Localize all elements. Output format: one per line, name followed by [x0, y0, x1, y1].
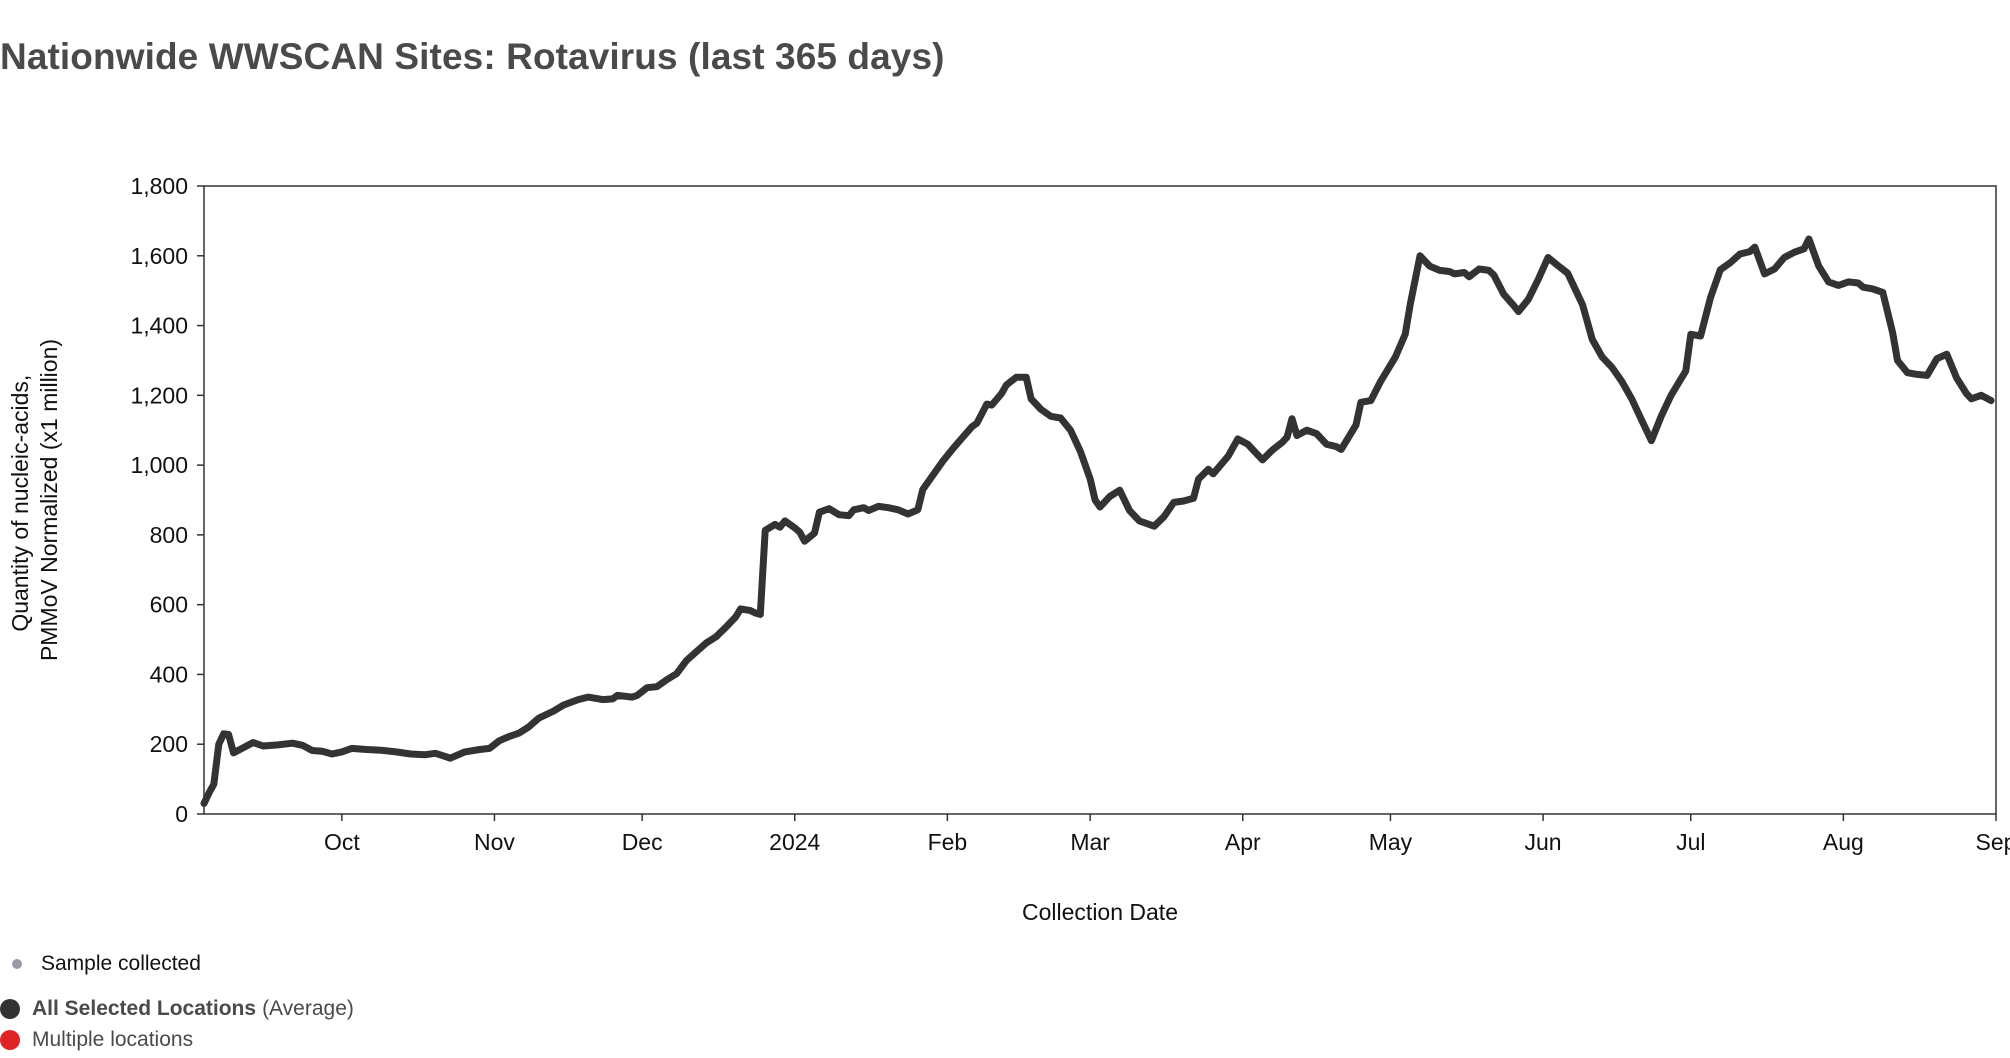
multiple-dot-icon	[0, 1030, 20, 1050]
y-tick-label: 1,400	[130, 313, 188, 339]
y-tick-label: 1,800	[130, 173, 188, 199]
y-tick-label: 600	[150, 592, 188, 618]
legend-label-multiple: Multiple locations	[32, 1028, 194, 1051]
page-title: Nationwide WWSCAN Sites: Rotavirus (last…	[0, 36, 945, 77]
legend-item-multiple-locations: Multiple locations	[0, 1028, 193, 1052]
x-tick-label: Mar	[1070, 829, 1110, 855]
x-tick-label: May	[1369, 829, 1413, 855]
y-tick-label: 1,000	[130, 452, 188, 478]
y-axis-title-line-1: Quantity of nucleic-acids,	[7, 375, 33, 632]
series-line	[200, 235, 1995, 807]
selected-dot-icon	[0, 999, 20, 1019]
legend-label-selected-suffix: (Average)	[262, 997, 354, 1020]
y-tick-label: 0	[175, 801, 188, 827]
x-tick-label: Sep	[1976, 829, 2010, 855]
y-tick-label: 1,200	[130, 382, 188, 408]
x-tick-label: Feb	[928, 829, 968, 855]
y-tick-label: 1,600	[130, 243, 188, 269]
legend-item-all-selected: All Selected Locations (Average)	[0, 997, 354, 1021]
x-tick-label: Jul	[1676, 829, 1705, 855]
series-layer	[200, 235, 1995, 807]
legend-item-sample-collected: Sample collected	[0, 952, 201, 976]
x-tick-label: Oct	[324, 829, 360, 855]
y-tick-label: 400	[150, 661, 188, 687]
y-tick-label: 200	[150, 731, 188, 757]
x-axis: Oct Nov Dec 2024 Feb Mar Apr May Jun Jul Aug Sep	[324, 814, 2010, 855]
x-axis-title: Collection Date	[1022, 899, 1178, 925]
x-tick-label: 2024	[769, 829, 820, 855]
x-tick-label: Nov	[474, 829, 515, 855]
legend-label-selected: All Selected Locations	[32, 997, 257, 1020]
x-tick-label: Apr	[1225, 829, 1261, 855]
x-tick-label: Dec	[622, 829, 663, 855]
x-tick-label: Aug	[1823, 829, 1864, 855]
plot-area-frame	[203, 185, 1997, 815]
y-axis: 0 200 400 600 800 1,000 1,200 1,400 1,600 1,800	[130, 173, 204, 827]
legend-label-sample: Sample collected	[41, 952, 201, 975]
y-tick-label: 800	[150, 522, 188, 548]
y-axis-title-line-2: PMMoV Normalized (x1 million)	[36, 339, 62, 661]
x-tick-label: Jun	[1525, 829, 1562, 855]
y-axis-title: Quantity of nucleic-acids, PMMoV Normali…	[7, 339, 62, 661]
sample-dot-icon	[12, 959, 22, 969]
